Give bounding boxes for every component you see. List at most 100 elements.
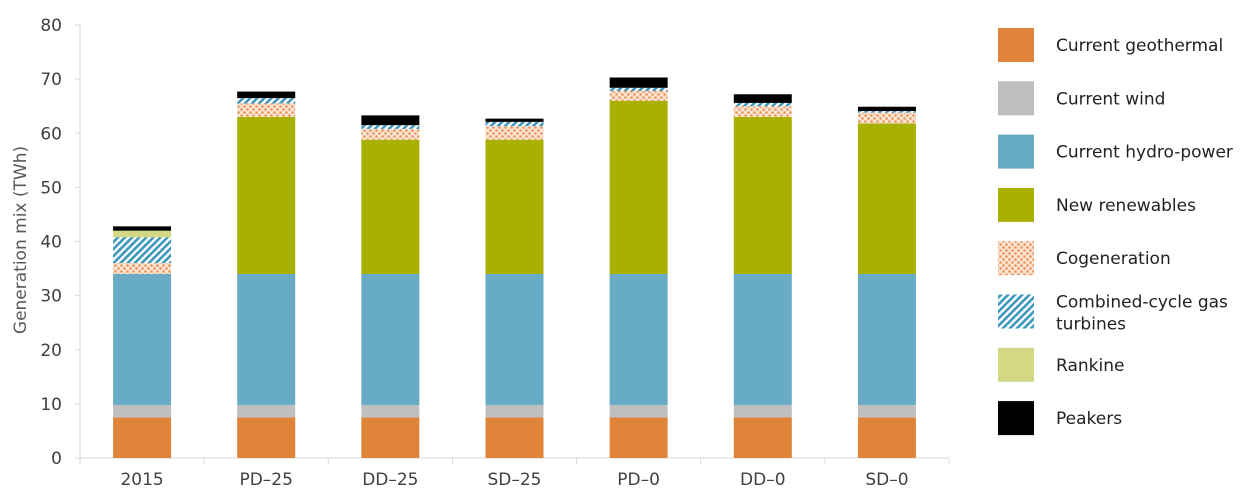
legend-item-rankine: Rankine	[998, 347, 1124, 382]
bar-segment-cogeneration	[361, 128, 420, 140]
bar-stack-dd-0	[733, 94, 792, 458]
bar-segment-combined-cycle-gas-turbines	[609, 87, 668, 92]
legend-swatch	[998, 28, 1034, 62]
y-tick-label: 30	[40, 287, 62, 307]
bar-segment-peakers	[113, 226, 172, 231]
legend-swatch	[998, 294, 1034, 329]
y-tick-label: 10	[40, 395, 62, 415]
legend-item-cogeneration: Cogeneration	[998, 241, 1171, 276]
bar-segment-new-renewables	[485, 139, 544, 274]
legend-swatch	[998, 187, 1034, 222]
y-tick-label: 60	[40, 124, 62, 144]
legend-item-peakers: Peakers	[998, 401, 1122, 436]
legend-label: Combined-cycle gas turbines	[1056, 293, 1228, 335]
bar-segment-new-renewables	[237, 117, 296, 274]
y-tick-label: 80	[40, 16, 62, 36]
legend-label: Current geothermal	[1056, 36, 1223, 56]
bar-segment-new-renewables	[733, 117, 792, 274]
x-axis: 2015 PD–25 DD–25 SD–25 PD–0 DD–0 SD–0	[79, 457, 950, 490]
bar-stack-pd-25	[237, 91, 296, 458]
bar-segment-new-renewables	[609, 100, 668, 274]
bar-segment-peakers	[857, 106, 916, 112]
bar-segment-combined-cycle-gas-turbines	[485, 121, 544, 127]
legend: Current geothermal Current wind Current hy…	[998, 28, 1233, 436]
x-category-label: DD–25	[362, 470, 418, 490]
y-tick-label: 20	[40, 341, 62, 361]
bar-segment-current-wind	[113, 404, 172, 418]
x-category-label: SD–0	[865, 470, 908, 490]
bar-segment-current-hydro-power	[361, 273, 420, 405]
bar-segment-current-wind	[609, 404, 668, 418]
bar-stack-2015	[113, 226, 172, 458]
legend-item-new-renewables: New renewables	[998, 187, 1196, 222]
legend-label: Rankine	[1056, 356, 1124, 376]
bar-stack-pd-0	[609, 77, 668, 458]
bar-segment-current-geothermal	[361, 417, 420, 458]
bar-segment-current-hydro-power	[609, 273, 668, 405]
bar-segment-rankine	[113, 230, 172, 238]
bar-segment-peakers	[237, 91, 296, 99]
bar-segment-cogeneration	[733, 106, 792, 118]
legend-label: Current hydro-power	[1056, 143, 1233, 163]
legend-label: New renewables	[1056, 196, 1196, 216]
bar-segment-combined-cycle-gas-turbines	[733, 102, 792, 107]
bar-segment-new-renewables	[361, 139, 420, 274]
bar-segment-current-geothermal	[485, 417, 544, 458]
bar-segment-current-geothermal	[733, 417, 792, 458]
bar-stack-sd-0	[857, 106, 916, 458]
bar-segment-cogeneration	[857, 112, 916, 124]
bar-segment-current-geothermal	[609, 417, 668, 458]
y-tick-label: 70	[40, 70, 62, 90]
bar-segment-current-wind	[485, 404, 544, 418]
legend-item-combined-cycle-gas-turbines: Combined-cycle gas turbines	[998, 293, 1228, 335]
bar-segment-current-geothermal	[113, 417, 172, 458]
bar-segment-cogeneration	[609, 91, 668, 101]
bar-segment-current-wind	[361, 404, 420, 418]
bar-segment-combined-cycle-gas-turbines	[237, 98, 296, 104]
bar-segment-current-hydro-power	[485, 273, 544, 405]
bar-segment-combined-cycle-gas-turbines	[113, 237, 172, 264]
bar-segment-cogeneration	[237, 103, 296, 118]
legend-swatch	[998, 401, 1034, 436]
legend-label: Cogeneration	[1056, 249, 1171, 269]
y-tick-label: 40	[40, 233, 62, 253]
legend-label: Peakers	[1056, 409, 1122, 429]
y-axis-title: Generation mix (TWh)	[11, 146, 31, 334]
x-category-label: PD–25	[239, 470, 292, 490]
bar-segment-new-renewables	[857, 123, 916, 274]
y-tick-label: 0	[51, 449, 62, 469]
bar-segment-current-hydro-power	[733, 273, 792, 405]
bar-segment-combined-cycle-gas-turbines	[361, 125, 420, 129]
bar-segment-peakers	[609, 77, 668, 88]
bar-segment-cogeneration	[113, 263, 172, 274]
y-tick-label: 50	[40, 178, 62, 198]
bar-stack-dd-25	[361, 115, 420, 458]
x-category-label: DD–0	[740, 470, 786, 490]
x-category-label: SD–25	[487, 470, 541, 490]
bar-segment-combined-cycle-gas-turbines	[857, 111, 916, 113]
bar-segment-current-geothermal	[857, 417, 916, 458]
legend-item-current-geothermal: Current geothermal	[998, 28, 1223, 62]
legend-item-current-hydro-power: Current hydro-power	[998, 134, 1233, 169]
bars-group	[113, 77, 916, 458]
bar-segment-peakers	[733, 94, 792, 103]
bar-segment-current-hydro-power	[113, 273, 172, 405]
legend-swatch	[998, 81, 1034, 116]
x-category-label: PD–0	[617, 470, 660, 490]
bar-segment-peakers	[361, 115, 420, 126]
bar-segment-current-wind	[237, 404, 296, 418]
y-axis: 0 10 20 30 40 50 60 70 80	[40, 16, 81, 469]
bar-segment-current-geothermal	[237, 417, 296, 458]
bar-segment-cogeneration	[485, 126, 544, 140]
bar-stack-sd-25	[485, 118, 544, 458]
legend-swatch	[998, 347, 1034, 382]
bar-segment-peakers	[485, 118, 544, 122]
legend-swatch	[998, 134, 1034, 169]
bar-segment-current-wind	[733, 404, 792, 418]
legend-label: Current wind	[1056, 89, 1165, 109]
bar-segment-current-hydro-power	[857, 273, 916, 405]
bar-segment-current-hydro-power	[237, 273, 296, 405]
legend-item-current-wind: Current wind	[998, 81, 1165, 116]
bar-segment-current-wind	[857, 404, 916, 418]
